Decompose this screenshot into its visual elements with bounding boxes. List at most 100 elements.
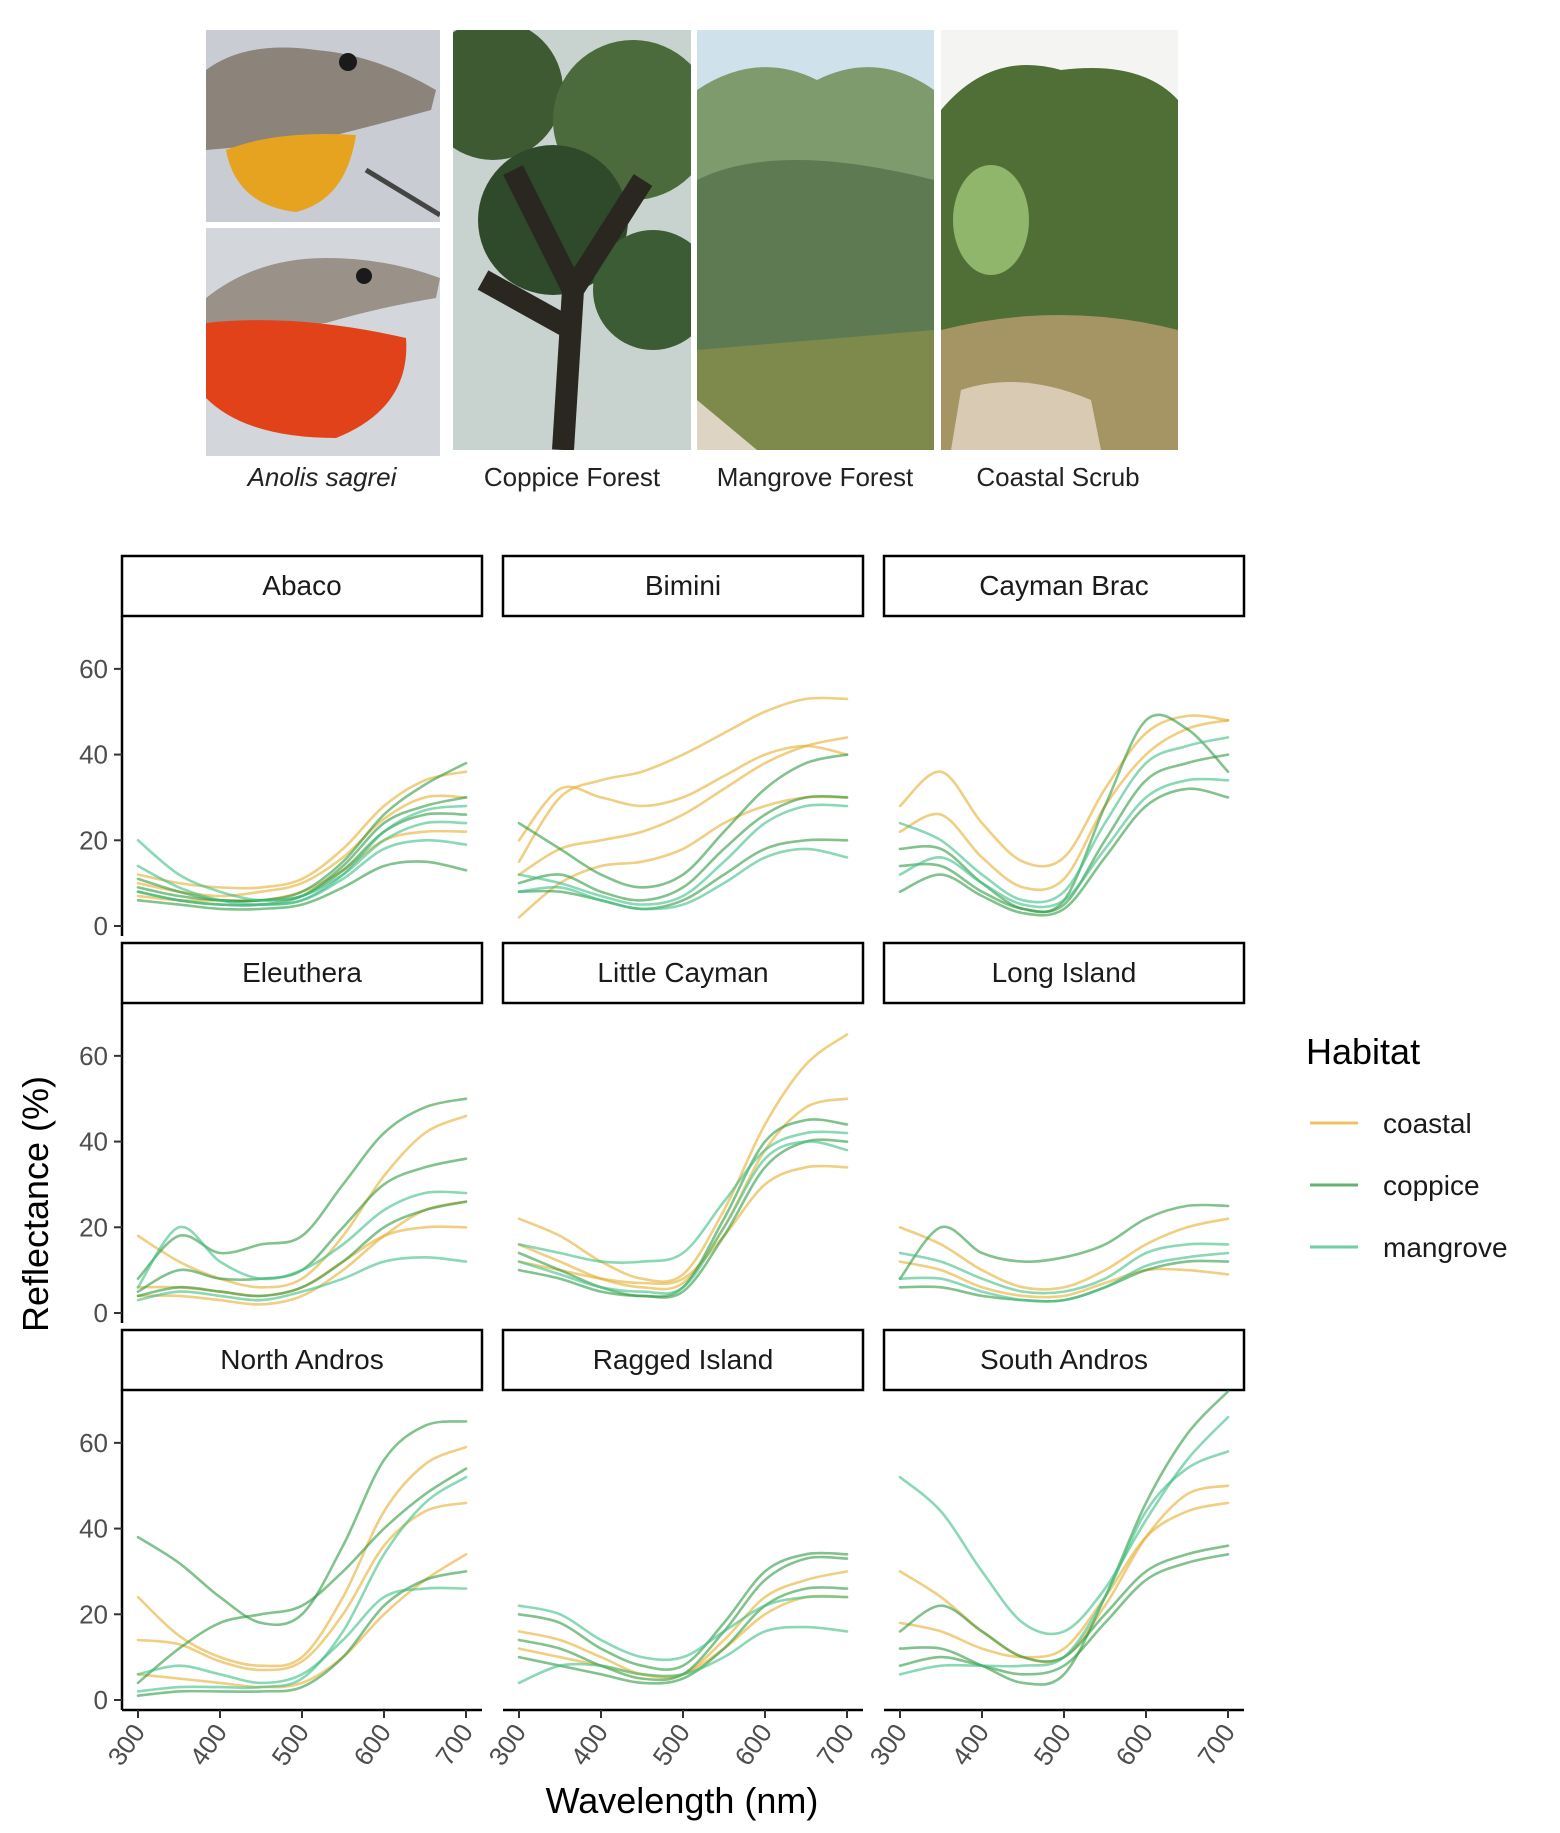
spectrum-line-long-island-coppice-2 xyxy=(898,1203,1230,1280)
spectrum-line-cayman-brac-mangrove-5 xyxy=(898,736,1230,904)
spectrum-line-little-cayman-coastal-2 xyxy=(517,1164,849,1286)
spectrum-line-little-cayman-coppice-4 xyxy=(517,1138,849,1299)
x-tick-label: 700 xyxy=(810,1718,859,1771)
spectrum-line-cayman-brac-coppice-3 xyxy=(898,753,1230,914)
spectrum-line-bimini-coastal-3 xyxy=(517,795,849,919)
spectrum-line-long-island-mangrove-4 xyxy=(898,1242,1230,1295)
spectrum-line-bimini-coppice-4 xyxy=(517,753,849,889)
spectrum-line-bimini-coastal-1 xyxy=(517,744,849,842)
mangrove-forest-photo xyxy=(697,30,934,450)
spectrum-line-eleuthera-coastal-1 xyxy=(136,1200,468,1306)
y-tick-label: 20 xyxy=(79,1212,108,1242)
y-tick-label: 40 xyxy=(79,1514,108,1544)
facet-strip-north-andros xyxy=(120,1328,484,1392)
spectrum-line-little-cayman-mangrove-6 xyxy=(517,1140,849,1295)
lizard-photo-orange xyxy=(206,30,440,222)
legend-label-coastal: coastal xyxy=(1383,1108,1472,1139)
y-tick-label: 60 xyxy=(79,654,108,684)
spectrum-line-long-island-coastal-0 xyxy=(898,1217,1230,1291)
lizard-photo-red xyxy=(206,228,440,456)
y-tick-label: 60 xyxy=(79,1428,108,1458)
spectrum-line-long-island-mangrove-5 xyxy=(898,1251,1230,1303)
spectrum-line-bimini-coppice-6 xyxy=(517,838,849,911)
y-tick-label: 0 xyxy=(94,911,108,941)
facet-strip-ragged-island xyxy=(501,1328,865,1392)
y-tick-label: 0 xyxy=(94,1685,108,1715)
spectrum-line-cayman-brac-coastal-1 xyxy=(898,719,1230,892)
spectrum-line-north-andros-coastal-1 xyxy=(136,1501,468,1672)
spectrum-line-abaco-coppice-3 xyxy=(136,761,468,903)
y-axis-title: Reflectance (%) xyxy=(15,1076,56,1332)
spectrum-line-cayman-brac-coppice-4 xyxy=(898,787,1230,917)
facet-title-north-andros: North Andros xyxy=(220,1344,383,1375)
x-tick-label: 500 xyxy=(646,1718,695,1771)
y-tick-label: 60 xyxy=(79,1041,108,1071)
spectrum-line-eleuthera-coppice-5 xyxy=(136,1200,468,1298)
spectrum-line-bimini-coppice-5 xyxy=(517,794,849,902)
x-tick-label: 300 xyxy=(863,1718,912,1771)
caption-mangrove-forest: Mangrove Forest xyxy=(716,462,914,492)
spectrum-line-abaco-mangrove-7 xyxy=(136,820,468,902)
spectrum-line-eleuthera-mangrove-7 xyxy=(136,1255,468,1302)
spectrum-line-south-andros-coastal-1 xyxy=(898,1501,1230,1659)
spectrum-line-north-andros-coppice-3 xyxy=(136,1420,468,1627)
spectrum-line-bimini-coastal-2 xyxy=(517,736,849,876)
facet-title-cayman-brac: Cayman Brac xyxy=(979,570,1149,601)
spectrum-line-ragged-island-mangrove-6 xyxy=(517,1595,849,1662)
coastal-scrub-photo xyxy=(941,30,1178,450)
spectrum-line-eleuthera-mangrove-6 xyxy=(136,1190,468,1289)
facet-title-abaco: Abaco xyxy=(262,570,341,601)
legend-label-mangrove: mangrove xyxy=(1383,1232,1508,1263)
x-tick-label: 600 xyxy=(347,1718,396,1771)
facet-title-bimini: Bimini xyxy=(645,570,721,601)
y-tick-label: 20 xyxy=(79,825,108,855)
spectrum-line-eleuthera-coppice-3 xyxy=(136,1097,468,1280)
x-axis-title: Wavelength (nm) xyxy=(546,1780,819,1821)
x-tick-label: 400 xyxy=(945,1718,994,1771)
reflectance-chart: Abaco 0 20 40 60 Bimini Cayman Brac Eleuthera 0 2… xyxy=(15,554,1508,1821)
x-tick-label: 600 xyxy=(1109,1718,1158,1771)
spectrum-line-bimini-mangrove-7 xyxy=(517,803,849,906)
spectrum-line-north-andros-coppice-5 xyxy=(136,1570,468,1697)
spectrum-line-abaco-mangrove-9 xyxy=(136,804,468,907)
spectrum-line-ragged-island-coastal-0 xyxy=(517,1570,849,1679)
spectrum-line-north-andros-mangrove-6 xyxy=(136,1475,468,1693)
facet-title-long-island: Long Island xyxy=(992,957,1137,988)
caption-coastal-scrub: Coastal Scrub xyxy=(976,462,1140,492)
facet-title-little-cayman: Little Cayman xyxy=(597,957,768,988)
coppice-forest-photo xyxy=(453,30,691,450)
x-tick-label: 600 xyxy=(728,1718,777,1771)
caption-anolis-sagrei: Anolis sagrei xyxy=(247,462,397,492)
spectrum-line-little-cayman-coastal-0 xyxy=(517,1033,849,1283)
facet-strip-little-cayman xyxy=(501,941,865,1005)
spectrum-line-north-andros-mangrove-7 xyxy=(136,1586,468,1685)
spectrum-line-south-andros-coppice-3 xyxy=(898,1553,1230,1676)
spectrum-line-bimini-mangrove-8 xyxy=(517,847,849,911)
legend-label-coppice: coppice xyxy=(1383,1170,1480,1201)
facet-title-south-andros: South Andros xyxy=(980,1344,1148,1375)
y-tick-label: 20 xyxy=(79,1599,108,1629)
spectrum-line-ragged-island-mangrove-5 xyxy=(517,1625,849,1685)
x-tick-label: 500 xyxy=(1027,1718,1076,1771)
facet-strip-abaco xyxy=(120,554,484,618)
x-tick-label: 400 xyxy=(183,1718,232,1771)
spectrum-line-south-andros-coppice-2 xyxy=(898,1390,1230,1686)
legend-title: Habitat xyxy=(1306,1031,1420,1072)
facet-strip-south-andros xyxy=(882,1328,1246,1392)
spectrum-line-south-andros-mangrove-6 xyxy=(898,1450,1230,1676)
spectrum-line-north-andros-coastal-0 xyxy=(136,1445,468,1668)
spectrum-line-north-andros-coppice-4 xyxy=(136,1467,468,1685)
spectrum-line-cayman-brac-coppice-2 xyxy=(898,713,1230,914)
x-tick-label: 300 xyxy=(101,1718,150,1771)
spectrum-line-abaco-coastal-0 xyxy=(136,794,468,898)
caption-coppice-forest: Coppice Forest xyxy=(483,462,661,492)
facet-strip-cayman-brac xyxy=(882,554,1246,618)
x-tick-label: 300 xyxy=(482,1718,531,1771)
spectrum-line-ragged-island-coppice-3 xyxy=(517,1586,849,1685)
spectrum-line-little-cayman-coppice-3 xyxy=(517,1118,849,1298)
x-tick-label: 700 xyxy=(1191,1718,1240,1771)
y-tick-label: 40 xyxy=(79,1127,108,1157)
facet-title-eleuthera: Eleuthera xyxy=(242,957,362,988)
photo-strip: Anolis sagrei Coppice Forest Mangrove Fo… xyxy=(0,0,1560,520)
facet-strip-long-island xyxy=(882,941,1246,1005)
